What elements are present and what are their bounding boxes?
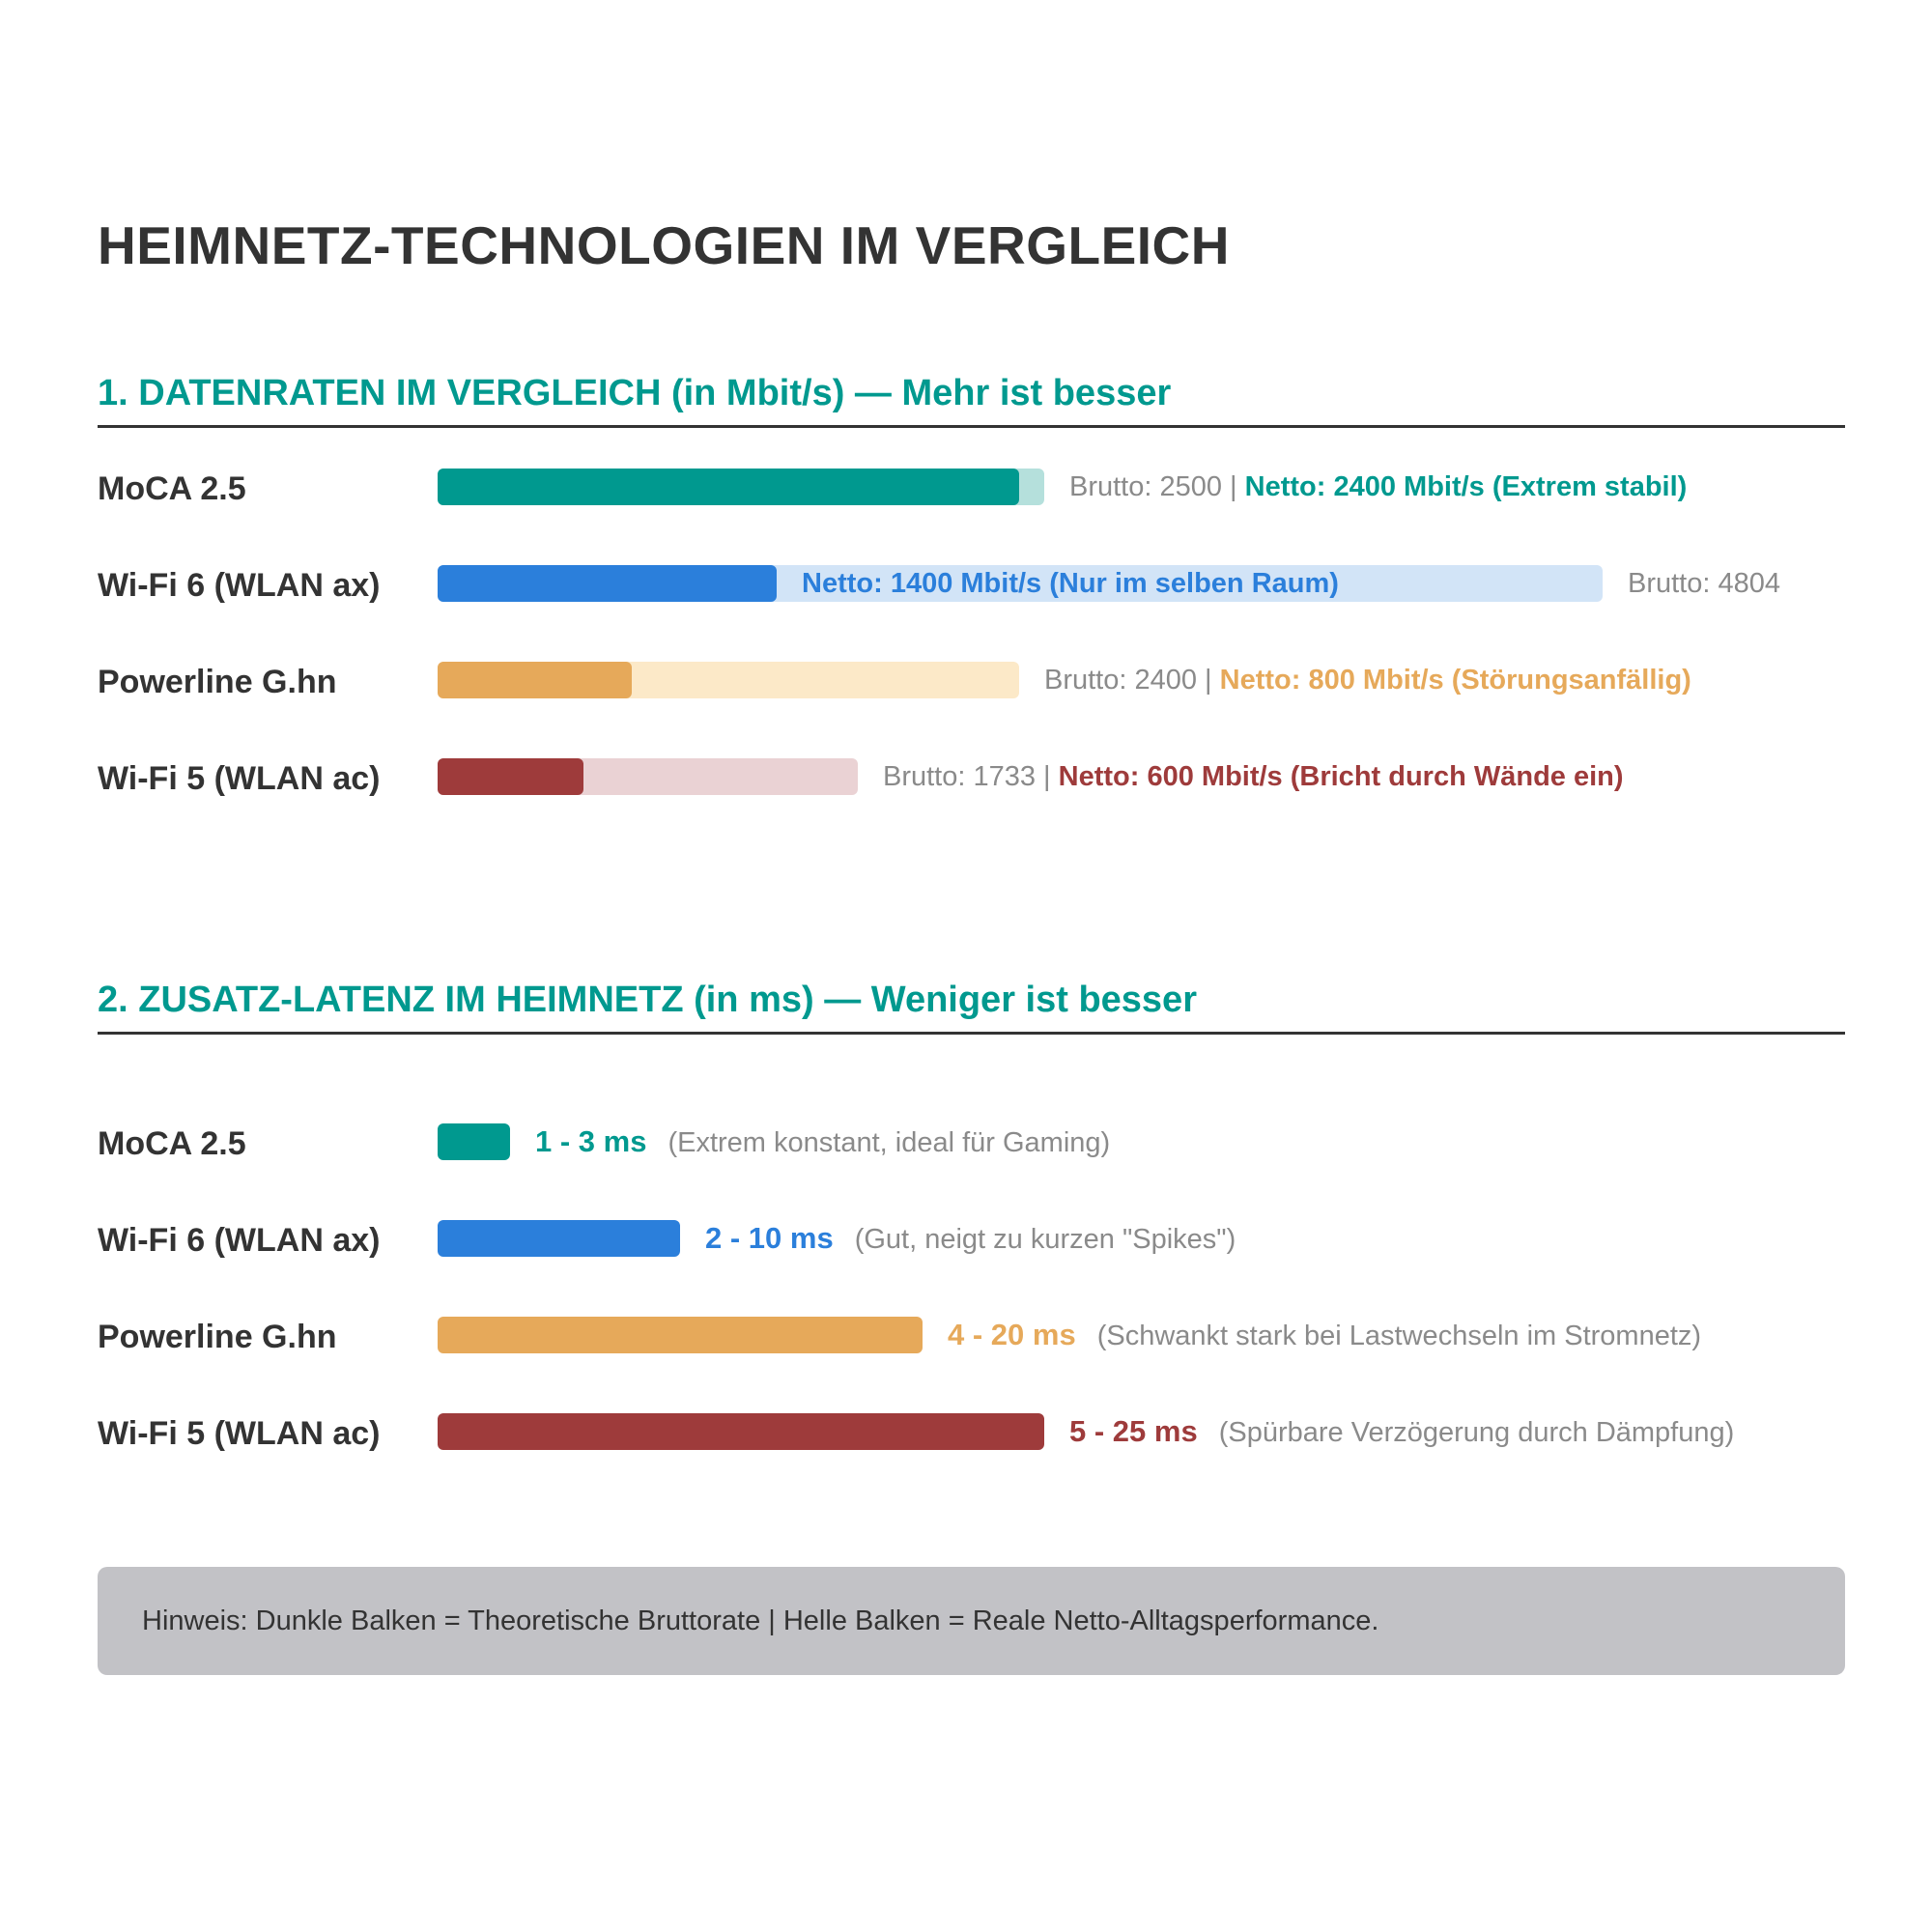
category-label: Powerline G.hn [98,1319,337,1355]
gross-value-label: Brutto: 4804 [1628,568,1780,599]
gross-value-label: Brutto: 2400 | [1044,665,1220,696]
category-label: MoCA 2.5 [98,470,246,507]
gross-value-label: Brutto: 1733 | [883,761,1059,792]
latency-annotation: 4 - 20 ms (Schwankt stark bei Lastwechsel… [948,1317,1701,1353]
latency-section-title: 2. ZUSATZ-LATENZ IM HEIMNETZ (in ms) — W… [98,980,1197,1020]
latency-row: Powerline G.hn 4 - 20 ms (Schwankt stark b… [98,1297,1845,1384]
latency-value-label: 5 - 25 ms [1069,1414,1198,1448]
datarate-row: Wi-Fi 6 (WLAN ax) Netto: 1400 Mbit/s (Nur… [98,546,1845,633]
datarate-section-title: 1. DATENRATEN IM VERGLEICH (in Mbit/s) —… [98,373,1172,413]
value-annotation: Brutto: 1733 | Netto: 600 Mbit/s (Bricht… [883,758,1624,795]
latency-note: (Schwankt stark bei Lastwechseln im Stro… [1096,1321,1702,1351]
net-value-label: Netto: 1400 Mbit/s (Nur im selben Raum) [802,568,1339,599]
latency-value-label: 2 - 10 ms [705,1221,834,1255]
footnote-text: Hinweis: Dunkle Balken = Theoretische Br… [142,1605,1379,1636]
datarate-section-rule [98,425,1845,428]
footnote-box: Hinweis: Dunkle Balken = Theoretische Br… [98,1567,1845,1675]
latency-bar [438,1413,1044,1450]
latency-annotation: 2 - 10 ms (Gut, neigt zu kurzen "Spikes") [705,1220,1236,1257]
net-value-label: Netto: 600 Mbit/s (Bricht durch Wände ei… [1058,761,1624,792]
net-value-label: Netto: 800 Mbit/s (Störungsanfällig) [1219,665,1691,696]
net-bar [438,758,583,795]
category-label: Wi-Fi 5 (WLAN ac) [98,760,381,797]
latency-section: 2. ZUSATZ-LATENZ IM HEIMNETZ (in ms) — W… [98,976,1845,1452]
category-label: MoCA 2.5 [98,1125,246,1162]
latency-bar [438,1220,680,1257]
net-value-label: Netto: 2400 Mbit/s (Extrem stabil) [1244,471,1688,502]
latency-annotation: 1 - 3 ms (Extrem konstant, ideal für Gami… [535,1123,1110,1160]
latency-note: (Spürbare Verzögerung durch Dämpfung) [1218,1417,1735,1448]
latency-note: (Gut, neigt zu kurzen "Spikes") [854,1224,1236,1255]
chart-title: HEIMNETZ-TECHNOLOGIEN IM VERGLEICH [98,215,1230,275]
datarate-row: MoCA 2.5 Brutto: 2500 | Netto: 2400 Mbit/… [98,449,1845,536]
latency-bar [438,1317,923,1353]
latency-row: MoCA 2.5 1 - 3 ms (Extrem konstant, ideal … [98,1104,1845,1191]
category-label: Wi-Fi 6 (WLAN ax) [98,567,381,604]
latency-value-label: 4 - 20 ms [948,1318,1076,1351]
net-bar [438,469,1019,505]
category-label: Wi-Fi 6 (WLAN ax) [98,1222,381,1259]
latency-bar [438,1123,510,1160]
category-label: Powerline G.hn [98,664,337,700]
value-annotation: Brutto: 2500 | Netto: 2400 Mbit/s (Extre… [1069,469,1687,505]
category-label: Wi-Fi 5 (WLAN ac) [98,1415,381,1452]
latency-row: Wi-Fi 5 (WLAN ac) 5 - 25 ms (Spürbare Verz… [98,1394,1845,1481]
gross-value-label: Brutto: 2500 | [1069,471,1245,502]
datarate-row: Wi-Fi 5 (WLAN ac) Brutto: 1733 | Netto: 6… [98,739,1845,826]
latency-section-rule [98,1032,1845,1035]
latency-note: (Extrem konstant, ideal für Gaming) [668,1127,1111,1158]
latency-row: Wi-Fi 6 (WLAN ax) 2 - 10 ms (Gut, neigt zu… [98,1201,1845,1288]
latency-annotation: 5 - 25 ms (Spürbare Verzögerung durch Däm… [1069,1413,1734,1450]
datarate-section: 1. DATENRATEN IM VERGLEICH (in Mbit/s) —… [98,369,1845,797]
latency-value-label: 1 - 3 ms [535,1124,647,1158]
value-annotation: Brutto: 2400 | Netto: 800 Mbit/s (Störun… [1044,662,1691,698]
datarate-row: Powerline G.hn Brutto: 2400 | Netto: 800 … [98,642,1845,729]
net-bar [438,565,777,602]
net-bar [438,662,632,698]
